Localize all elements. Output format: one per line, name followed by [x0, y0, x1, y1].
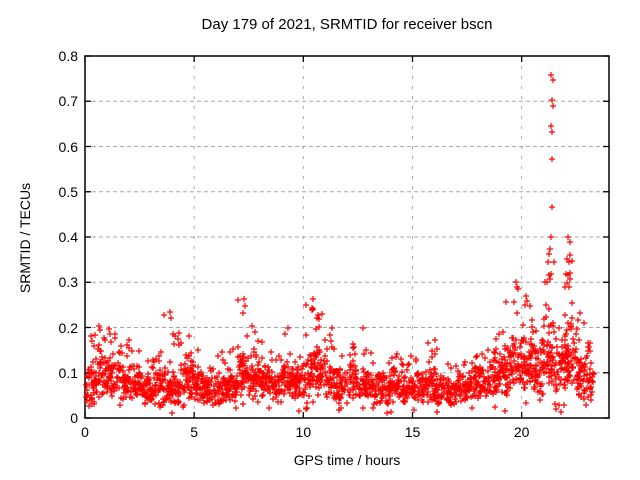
- x-tick-label: 20: [513, 424, 530, 440]
- x-axis-label: GPS time / hours: [293, 452, 401, 468]
- y-tick-label: 0.1: [58, 364, 78, 381]
- x-tick-label: 0: [81, 424, 89, 440]
- scatter-points: [83, 72, 597, 416]
- y-tick-label: 0.3: [58, 274, 78, 291]
- x-tick-label: 10: [295, 424, 312, 440]
- y-tick-label: 0.8: [58, 48, 78, 64]
- x-tick-label: 15: [404, 424, 421, 440]
- plot-border: [84, 55, 610, 419]
- y-tick-label: 0.5: [58, 183, 78, 200]
- y-tick-label: 0.7: [58, 93, 78, 110]
- y-tick-label: 0: [70, 410, 78, 426]
- y-tick-label: 0.2: [58, 319, 78, 336]
- x-tick-label: 5: [190, 424, 199, 440]
- y-tick-label: 0.4: [58, 229, 78, 245]
- chart-title: Day 179 of 2021, SRMTID for receiver bsc…: [201, 16, 493, 33]
- y-tick-label: 0.6: [58, 138, 78, 155]
